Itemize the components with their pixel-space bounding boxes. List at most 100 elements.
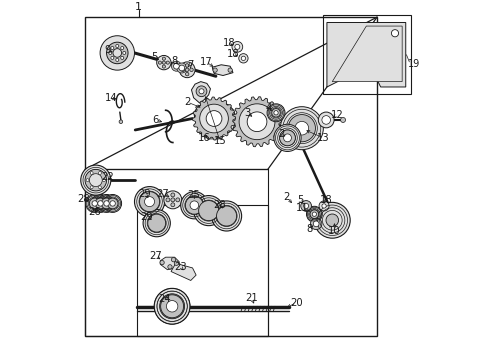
Polygon shape bbox=[192, 97, 235, 140]
Polygon shape bbox=[212, 65, 233, 76]
Circle shape bbox=[170, 203, 174, 207]
Circle shape bbox=[98, 201, 103, 206]
Text: 2: 2 bbox=[183, 97, 190, 107]
Polygon shape bbox=[326, 22, 405, 87]
Text: 8: 8 bbox=[171, 56, 178, 66]
Circle shape bbox=[294, 121, 308, 135]
Circle shape bbox=[98, 186, 101, 189]
Circle shape bbox=[175, 198, 180, 202]
Text: 2: 2 bbox=[277, 129, 284, 139]
Polygon shape bbox=[332, 26, 401, 82]
Text: 4: 4 bbox=[265, 103, 271, 113]
Text: 27: 27 bbox=[156, 189, 169, 199]
Circle shape bbox=[306, 206, 322, 222]
Text: 8: 8 bbox=[306, 224, 312, 234]
Circle shape bbox=[177, 63, 186, 73]
Circle shape bbox=[181, 68, 184, 72]
Text: 1: 1 bbox=[135, 2, 142, 12]
Text: 18: 18 bbox=[319, 195, 332, 205]
Circle shape bbox=[103, 194, 122, 212]
Circle shape bbox=[171, 257, 175, 262]
Circle shape bbox=[109, 51, 112, 54]
Polygon shape bbox=[171, 263, 196, 280]
Circle shape bbox=[160, 260, 164, 265]
Circle shape bbox=[92, 201, 97, 206]
Text: 12: 12 bbox=[330, 110, 343, 120]
Circle shape bbox=[116, 58, 119, 62]
Circle shape bbox=[199, 89, 203, 94]
Text: 20: 20 bbox=[289, 298, 302, 308]
Circle shape bbox=[241, 56, 245, 60]
Text: 22: 22 bbox=[101, 172, 114, 181]
Circle shape bbox=[239, 104, 274, 140]
Circle shape bbox=[206, 111, 222, 126]
Circle shape bbox=[166, 61, 169, 64]
Circle shape bbox=[185, 72, 188, 76]
Circle shape bbox=[340, 117, 345, 122]
Circle shape bbox=[154, 288, 190, 324]
Circle shape bbox=[90, 175, 101, 185]
Circle shape bbox=[273, 111, 278, 115]
Circle shape bbox=[203, 205, 213, 216]
Circle shape bbox=[101, 198, 112, 209]
Circle shape bbox=[325, 214, 338, 226]
Circle shape bbox=[198, 201, 218, 221]
Circle shape bbox=[110, 201, 115, 206]
Circle shape bbox=[189, 68, 193, 72]
Text: 25: 25 bbox=[187, 190, 200, 200]
Circle shape bbox=[85, 170, 106, 191]
Text: 15: 15 bbox=[213, 136, 226, 147]
Circle shape bbox=[98, 194, 115, 212]
Circle shape bbox=[162, 57, 165, 60]
Polygon shape bbox=[194, 101, 235, 135]
Polygon shape bbox=[160, 257, 179, 270]
Text: 2: 2 bbox=[283, 192, 289, 202]
Circle shape bbox=[196, 86, 206, 96]
Circle shape bbox=[165, 300, 178, 312]
Circle shape bbox=[190, 201, 198, 210]
Circle shape bbox=[162, 65, 165, 68]
Circle shape bbox=[111, 46, 114, 50]
Circle shape bbox=[287, 114, 315, 142]
Text: 13: 13 bbox=[316, 133, 329, 143]
Text: 29: 29 bbox=[138, 189, 151, 199]
Circle shape bbox=[89, 198, 100, 209]
Circle shape bbox=[106, 42, 128, 64]
Circle shape bbox=[171, 61, 181, 71]
Circle shape bbox=[280, 107, 323, 150]
Circle shape bbox=[185, 196, 203, 214]
Text: 14: 14 bbox=[105, 93, 117, 103]
Circle shape bbox=[271, 108, 280, 117]
Circle shape bbox=[170, 193, 174, 197]
Circle shape bbox=[102, 179, 105, 181]
Circle shape bbox=[318, 112, 333, 128]
Circle shape bbox=[121, 46, 123, 50]
Text: 7: 7 bbox=[186, 60, 193, 70]
Circle shape bbox=[116, 44, 119, 48]
Circle shape bbox=[390, 30, 398, 37]
Text: 9: 9 bbox=[104, 45, 111, 55]
Circle shape bbox=[119, 120, 122, 123]
Circle shape bbox=[95, 198, 105, 209]
Polygon shape bbox=[198, 129, 219, 139]
Circle shape bbox=[246, 112, 266, 132]
Text: 10: 10 bbox=[327, 226, 340, 236]
Text: 3: 3 bbox=[244, 108, 250, 118]
Text: 26: 26 bbox=[88, 207, 101, 217]
Circle shape bbox=[314, 202, 349, 238]
Text: 6: 6 bbox=[152, 115, 159, 125]
Circle shape bbox=[216, 206, 236, 226]
Circle shape bbox=[86, 179, 89, 181]
Text: 21: 21 bbox=[245, 293, 258, 303]
Circle shape bbox=[273, 124, 301, 152]
Circle shape bbox=[170, 198, 174, 202]
Circle shape bbox=[185, 64, 188, 67]
Circle shape bbox=[221, 211, 231, 221]
Text: 18: 18 bbox=[222, 38, 235, 48]
Circle shape bbox=[165, 198, 169, 202]
Circle shape bbox=[111, 57, 114, 59]
Text: 29: 29 bbox=[141, 212, 153, 222]
Circle shape bbox=[266, 104, 285, 122]
Circle shape bbox=[144, 196, 155, 207]
Circle shape bbox=[100, 36, 134, 70]
